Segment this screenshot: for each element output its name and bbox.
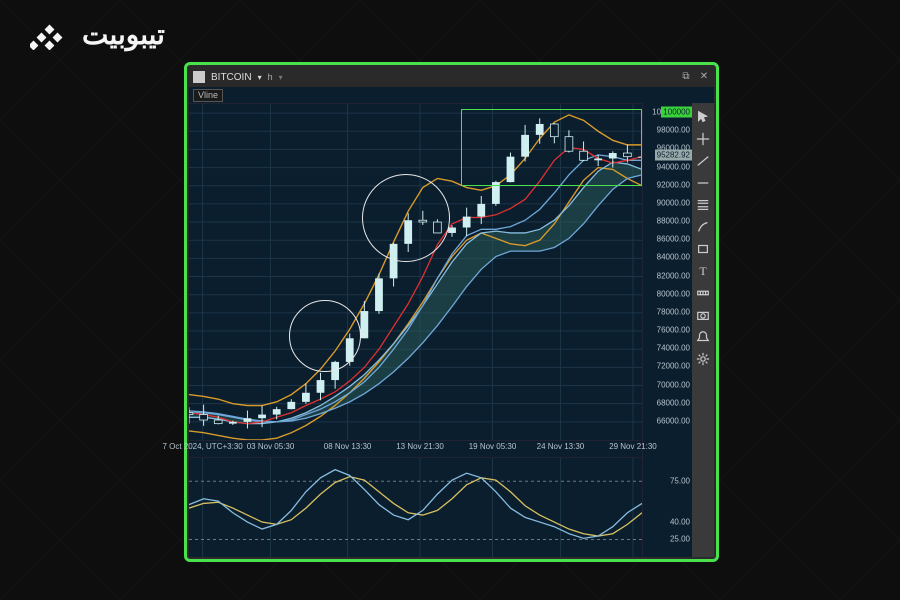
chevron-down-icon[interactable]: ▾ xyxy=(279,73,283,82)
chevron-down-icon[interactable]: ▾ xyxy=(258,73,262,82)
y-axis-oscillator: 25.00 40.00 75.00 xyxy=(643,457,692,557)
crosshair-tool-icon[interactable] xyxy=(695,131,711,147)
y-tick-label: 82000.00 xyxy=(657,271,690,280)
main-price-chart[interactable] xyxy=(189,103,642,441)
x-tick-label: 13 Nov 21:30 xyxy=(396,442,444,451)
y-tick-label: 92000.00 xyxy=(657,180,690,189)
y-tick-label: 98000.00 xyxy=(657,126,690,135)
brush-tool-icon[interactable] xyxy=(695,219,711,235)
x-tick-label: 08 Nov 13:30 xyxy=(324,442,372,451)
chart-window: BITCOIN ▾ h ▾ ⧉ ✕ Vline 7 Oct 2024, UTC+… xyxy=(189,67,714,557)
trendline-tool-icon[interactable] xyxy=(695,153,711,169)
cursor-tool-icon[interactable] xyxy=(695,109,711,125)
y-tick-label: 76000.00 xyxy=(657,326,690,335)
x-tick-label: 24 Nov 13:30 xyxy=(537,442,585,451)
text-tool-icon[interactable]: T xyxy=(695,263,711,279)
x-tick-label: 19 Nov 05:30 xyxy=(469,442,517,451)
price-tag: 100000 xyxy=(661,107,692,118)
y-tick-label: 90000.00 xyxy=(657,198,690,207)
x-tick-label: 03 Nov 05:30 xyxy=(247,442,295,451)
y-tick-label: 94000.00 xyxy=(657,162,690,171)
y-tick-label: 74000.00 xyxy=(657,344,690,353)
symbol-name[interactable]: BITCOIN xyxy=(211,72,252,83)
y-tick-label: 25.00 xyxy=(670,534,690,543)
y-tick-label: 84000.00 xyxy=(657,253,690,262)
y-tick-label: 88000.00 xyxy=(657,217,690,226)
window-titlebar: BITCOIN ▾ h ▾ ⧉ ✕ xyxy=(189,67,714,87)
horizontal-line-tool-icon[interactable] xyxy=(695,175,711,191)
x-tick-label: 7 Oct 2024, UTC+3:30 xyxy=(162,442,242,451)
brand-logo: تيبوبيت xyxy=(30,18,165,51)
y-tick-label: 68000.00 xyxy=(657,398,690,407)
logo-mark-icon xyxy=(30,20,72,50)
app-icon xyxy=(193,71,205,83)
oscillator-chart[interactable] xyxy=(189,457,642,557)
fib-tool-icon[interactable] xyxy=(695,197,711,213)
camera-tool-icon[interactable] xyxy=(695,307,711,323)
settings-tool-icon[interactable] xyxy=(695,351,711,367)
y-tick-label: 75.00 xyxy=(670,476,690,485)
chart-frame: BITCOIN ▾ h ▾ ⧉ ✕ Vline 7 Oct 2024, UTC+… xyxy=(184,62,719,562)
y-tick-label: 66000.00 xyxy=(657,416,690,425)
y-tick-label: 78000.00 xyxy=(657,307,690,316)
vline-button[interactable]: Vline xyxy=(193,89,223,102)
timeframe-label[interactable]: h xyxy=(268,72,273,82)
y-tick-label: 70000.00 xyxy=(657,380,690,389)
alert-tool-icon[interactable] xyxy=(695,329,711,345)
y-tick-label: 86000.00 xyxy=(657,235,690,244)
sub-toolbar: Vline xyxy=(189,87,714,103)
y-tick-label: 40.00 xyxy=(670,517,690,526)
y-tick-label: 80000.00 xyxy=(657,289,690,298)
drawing-toolbar: T xyxy=(692,103,714,557)
window-close-icon[interactable]: ✕ xyxy=(698,71,710,83)
rectangle-tool-icon[interactable] xyxy=(695,241,711,257)
x-axis: 7 Oct 2024, UTC+3:3003 Nov 05:3008 Nov 1… xyxy=(189,441,642,457)
y-tick-label: 72000.00 xyxy=(657,362,690,371)
ruler-tool-icon[interactable] xyxy=(695,285,711,301)
x-tick-label: 29 Nov 21:30 xyxy=(609,442,657,451)
price-tag: 95282.92 xyxy=(655,149,692,160)
window-pop-icon[interactable]: ⧉ xyxy=(680,71,692,83)
y-axis-price: 66000.00 68000.00 70000.00 72000.00 74000.00… xyxy=(643,103,692,441)
logo-text: تيبوبيت xyxy=(82,18,165,51)
